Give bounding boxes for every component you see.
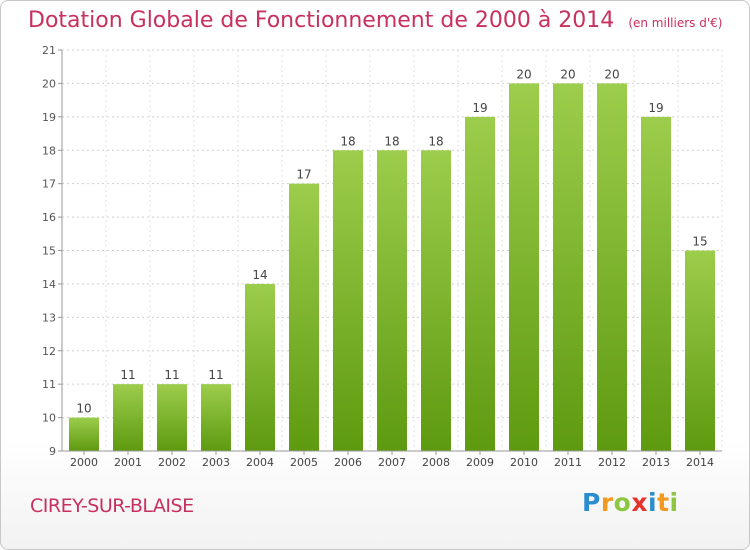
y-tick-label: 12 (42, 345, 56, 358)
bar-value-label: 18 (384, 134, 399, 148)
x-tick-label: 2013 (642, 456, 670, 469)
logo-letter: r (600, 488, 614, 517)
bar-value-label: 17 (296, 168, 311, 182)
logo-letter: t (657, 488, 670, 517)
y-tick-label: 14 (42, 278, 56, 291)
bars (69, 83, 715, 452)
x-tick-label: 2009 (466, 456, 494, 469)
y-tick-label: 11 (42, 378, 56, 391)
bar-value-label: 18 (428, 134, 443, 148)
bar-2008 (421, 150, 451, 451)
bar-2014 (685, 250, 715, 451)
y-tick-label: 10 (42, 412, 56, 425)
bar-value-label: 11 (208, 368, 223, 382)
bar-2009 (465, 116, 495, 451)
y-tick-label: 18 (42, 144, 56, 157)
x-tick-label: 2005 (290, 456, 318, 469)
bar-value-label: 20 (516, 67, 531, 81)
logo-letter: o (613, 488, 632, 517)
bar-2007 (377, 150, 407, 451)
bar-2010 (509, 83, 539, 452)
labels: 9 10 11 12 13 14 15 16 17 18 19 20 21 10 2000 11 2001 11 2… (42, 44, 714, 469)
x-tick-label: 2008 (422, 456, 450, 469)
bar-2013 (641, 116, 671, 451)
proxiti-logo: Proxiti (582, 488, 679, 517)
x-tick-label: 2011 (554, 456, 582, 469)
x-tick-label: 2003 (202, 456, 230, 469)
bar-value-label: 10 (76, 402, 91, 416)
x-tick-label: 2002 (158, 456, 186, 469)
bar-value-label: 20 (604, 67, 619, 81)
bar-2006 (333, 150, 363, 451)
y-tick-label: 17 (42, 178, 56, 191)
bar-2012 (597, 83, 627, 452)
chart-title: Dotation Globale de Fonctionnement de 20… (28, 8, 723, 33)
y-tick-label: 21 (42, 44, 56, 57)
y-tick-label: 15 (42, 245, 56, 258)
x-tick-label: 2006 (334, 456, 362, 469)
bar-value-label: 19 (648, 101, 663, 115)
bar-value-label: 11 (120, 368, 135, 382)
bar-value-label: 20 (560, 67, 575, 81)
x-tick-label: 2012 (598, 456, 626, 469)
x-tick-label: 2007 (378, 456, 406, 469)
bar-value-label: 19 (472, 101, 487, 115)
bar-value-label: 15 (692, 235, 707, 249)
bar-2003 (201, 384, 231, 451)
logo-letter: i (648, 488, 658, 517)
bar-2011 (553, 83, 583, 452)
x-tick-label: 2004 (246, 456, 274, 469)
logo-letter: i (669, 488, 679, 517)
y-tick-label: 9 (49, 445, 56, 458)
x-tick-label: 2014 (686, 456, 714, 469)
town-name: CIREY-SUR-BLAISE (30, 495, 194, 517)
axes (58, 49, 722, 455)
bar-2001 (113, 384, 143, 451)
bar-2004 (245, 283, 275, 451)
x-tick-label: 2010 (510, 456, 538, 469)
y-tick-label: 13 (42, 311, 56, 324)
bar-2000 (69, 417, 99, 451)
bar-2005 (289, 183, 319, 451)
logo-letter: x (631, 488, 648, 517)
bar-value-label: 11 (164, 368, 179, 382)
x-tick-label: 2001 (114, 456, 142, 469)
bar-value-label: 14 (252, 268, 267, 282)
x-tick-label: 2000 (70, 456, 98, 469)
logo-letter: P (582, 488, 601, 517)
bar-value-label: 18 (340, 134, 355, 148)
chart-subtitle: (en milliers d'€) (628, 16, 723, 30)
y-tick-label: 20 (42, 77, 56, 90)
bar-2002 (157, 384, 187, 451)
y-tick-label: 19 (42, 111, 56, 124)
y-tick-label: 16 (42, 211, 56, 224)
